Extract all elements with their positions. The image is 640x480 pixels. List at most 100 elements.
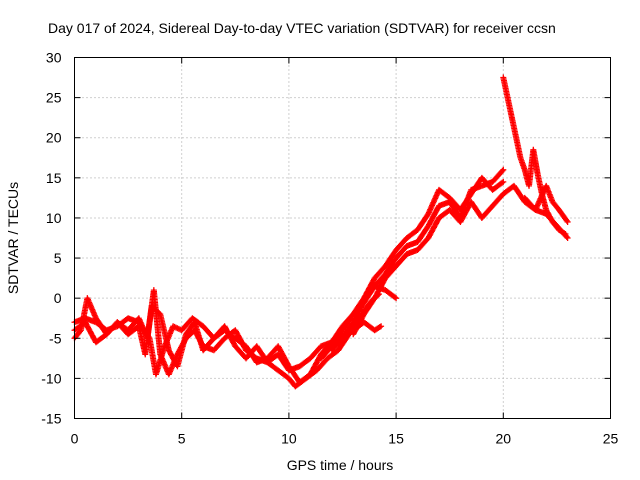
data-point bbox=[328, 336, 345, 354]
data-point bbox=[92, 315, 109, 337]
data-point bbox=[142, 304, 155, 358]
data-point bbox=[556, 206, 570, 224]
data-point bbox=[350, 300, 367, 326]
x-axis-label: GPS time / hours bbox=[287, 457, 394, 473]
data-point bbox=[174, 332, 189, 370]
chart-title: Day 017 of 2024, Sidereal Day-to-day VTE… bbox=[48, 20, 556, 36]
data-point bbox=[446, 206, 463, 224]
data-point bbox=[489, 179, 506, 193]
y-axis-label: SDTVAR / TECUs bbox=[5, 182, 21, 294]
data-point bbox=[371, 272, 388, 290]
data-point bbox=[489, 191, 506, 209]
data-point bbox=[500, 74, 511, 100]
data-point bbox=[243, 344, 259, 362]
data-point bbox=[457, 200, 474, 225]
y-tick-label: 15 bbox=[46, 170, 62, 186]
data-point bbox=[393, 295, 400, 302]
series-track-8 bbox=[521, 182, 571, 225]
data-point bbox=[82, 319, 99, 344]
data-point bbox=[210, 336, 227, 354]
data-point bbox=[378, 323, 385, 330]
data-point bbox=[489, 167, 506, 185]
data-point bbox=[543, 182, 556, 204]
data-point bbox=[200, 323, 216, 341]
data-point bbox=[275, 367, 291, 381]
series-track-5 bbox=[328, 166, 507, 354]
data-point bbox=[200, 336, 216, 354]
data-point bbox=[232, 327, 249, 352]
data-point bbox=[500, 178, 507, 185]
data-point bbox=[303, 368, 319, 382]
data-point bbox=[549, 218, 562, 232]
data-point bbox=[521, 194, 538, 212]
data-point bbox=[564, 218, 571, 225]
data-point bbox=[508, 114, 519, 140]
data-point bbox=[148, 303, 163, 317]
data-point bbox=[339, 320, 356, 342]
data-point bbox=[425, 188, 442, 217]
data-point bbox=[403, 227, 420, 241]
data-point bbox=[414, 212, 431, 233]
y-tick-label: -5 bbox=[49, 330, 62, 346]
data-point bbox=[425, 204, 442, 229]
data-point bbox=[556, 226, 568, 237]
data-point bbox=[210, 324, 227, 342]
y-tick-label: 0 bbox=[54, 290, 62, 306]
data-point bbox=[504, 94, 515, 120]
data-point bbox=[435, 186, 452, 200]
y-tick-label: 10 bbox=[46, 210, 62, 226]
data-point bbox=[84, 295, 99, 320]
data-point bbox=[350, 312, 367, 338]
data-point bbox=[414, 236, 431, 254]
data-point bbox=[307, 344, 324, 362]
data-point bbox=[414, 224, 431, 246]
data-point bbox=[292, 376, 308, 390]
data-point bbox=[313, 356, 330, 374]
data-point bbox=[562, 230, 569, 237]
data-point bbox=[468, 198, 485, 220]
x-tick-label: 25 bbox=[603, 431, 619, 447]
data-point bbox=[360, 284, 377, 306]
data-point bbox=[500, 166, 507, 173]
data-point bbox=[275, 351, 292, 373]
data-point bbox=[446, 194, 463, 212]
y-tick-label: 30 bbox=[46, 50, 62, 66]
y-tick-label: -15 bbox=[41, 411, 61, 427]
x-tick-label: 0 bbox=[71, 431, 79, 447]
axis-ticks: 0 5 10 15 20 25 -15 -10 -5 0 5 10 15 20 25 30 bbox=[41, 50, 618, 447]
data-point bbox=[92, 332, 109, 346]
data-point bbox=[371, 324, 383, 334]
data-point bbox=[564, 235, 571, 241]
data-point bbox=[103, 320, 120, 338]
data-point bbox=[530, 146, 541, 176]
data-point bbox=[393, 236, 409, 254]
y-tick-label: -10 bbox=[41, 370, 61, 386]
data-point bbox=[191, 319, 206, 352]
y-tick-label: 5 bbox=[54, 250, 62, 266]
data-points bbox=[71, 74, 571, 390]
data-point bbox=[339, 312, 356, 334]
data-point bbox=[534, 170, 545, 196]
data-point bbox=[221, 323, 238, 348]
plot-frame bbox=[74, 57, 611, 419]
data-point bbox=[232, 343, 249, 361]
data-point bbox=[478, 204, 495, 221]
data-point bbox=[371, 276, 388, 302]
data-point bbox=[371, 264, 388, 282]
data-point bbox=[125, 316, 141, 334]
data-point bbox=[382, 248, 399, 270]
data-point bbox=[335, 332, 352, 354]
data-point bbox=[328, 328, 345, 350]
data-point bbox=[393, 244, 409, 262]
data-point bbox=[513, 134, 524, 160]
data-point bbox=[549, 198, 562, 212]
x-tick-label: 15 bbox=[388, 431, 404, 447]
data-point bbox=[318, 344, 334, 362]
data-point bbox=[382, 264, 399, 282]
data-point bbox=[543, 206, 555, 224]
data-point bbox=[157, 311, 172, 352]
data-point bbox=[253, 343, 270, 365]
x-tick-label: 5 bbox=[178, 431, 186, 447]
x-tick-label: 10 bbox=[281, 431, 297, 447]
